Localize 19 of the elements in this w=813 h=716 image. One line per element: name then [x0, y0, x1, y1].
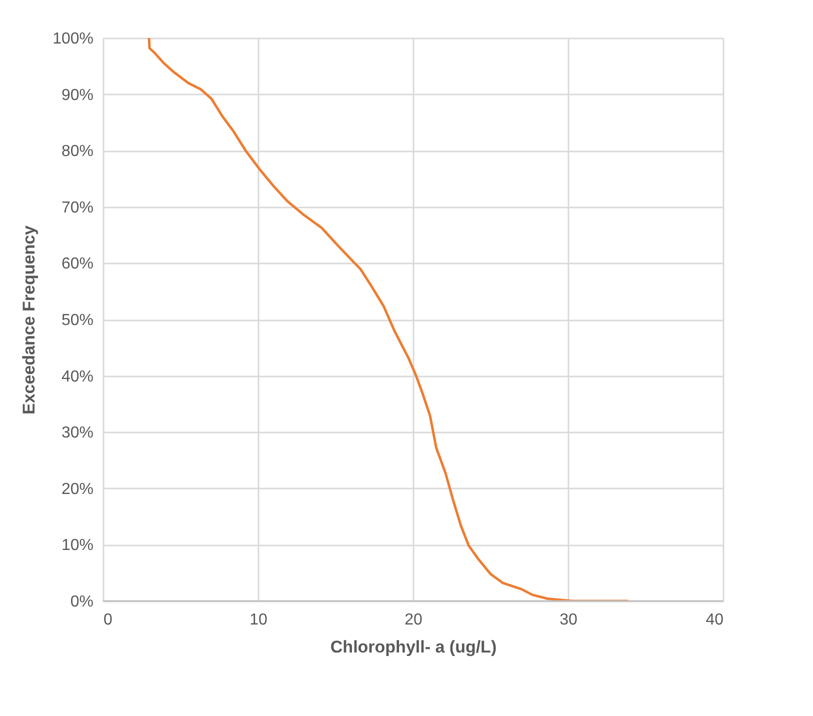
y-tick-label: 90%: [61, 86, 94, 104]
y-tick-label: 0%: [70, 594, 94, 610]
x-tick-label: 30: [560, 612, 578, 628]
x-axis-title: Chlorophyll- a (ug/L): [330, 638, 497, 656]
x-tick-label: 20: [404, 612, 422, 628]
y-tick-label: 70%: [61, 199, 94, 216]
y-tick-label: 50%: [61, 312, 94, 329]
y-axis-title: Exceedance Frequency: [20, 224, 39, 414]
y-tick-label: 100%: [52, 30, 94, 48]
y-tick-label: 80%: [61, 143, 94, 160]
y-tick-label: 30%: [61, 424, 94, 442]
x-tick-label: 10: [250, 612, 268, 628]
y-tick-label: 60%: [61, 256, 94, 273]
y-tick-label: 10%: [61, 537, 94, 554]
line-series: [148, 38, 630, 601]
y-tick-label: 40%: [61, 368, 94, 386]
x-tick-label: 40: [706, 612, 724, 628]
y-tick-label: 20%: [61, 480, 94, 498]
x-tick-label: 0: [104, 612, 112, 628]
